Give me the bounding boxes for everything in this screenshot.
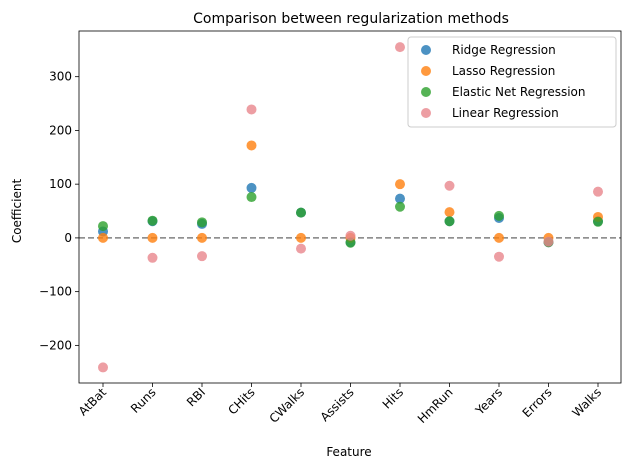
data-point-lasso-regression xyxy=(296,232,306,243)
x-tick-label: CHits xyxy=(225,385,257,417)
data-point-linear-regression xyxy=(296,243,306,254)
x-tick-label: Assists xyxy=(318,385,357,424)
legend-label: Elastic Net Regression xyxy=(452,85,586,99)
x-axis-label: Feature xyxy=(326,445,371,459)
data-point-linear-regression xyxy=(246,104,257,115)
legend-marker xyxy=(421,66,431,76)
data-point-elastic-net-regression xyxy=(197,217,207,228)
data-point-elastic-net-regression xyxy=(246,192,257,203)
data-point-elastic-net-regression xyxy=(296,207,306,218)
y-tick-label: −100 xyxy=(39,285,72,299)
legend-marker xyxy=(421,87,431,97)
data-point-linear-regression xyxy=(197,251,207,262)
x-tick-label: Runs xyxy=(128,385,159,416)
x-axis: AtBat Runs RBI CHits CWalks Assists Hits HmRun Y… xyxy=(76,383,604,426)
data-point-lasso-regression xyxy=(395,179,405,190)
data-point-linear-regression xyxy=(494,251,504,262)
data-point-linear-regression xyxy=(147,252,158,263)
plot-frame xyxy=(78,30,622,384)
data-point-lasso-regression xyxy=(444,207,455,218)
y-tick-label: 200 xyxy=(49,123,72,137)
x-tick-label: Hits xyxy=(380,385,406,411)
x-tick-label: HmRun xyxy=(415,385,456,426)
data-point-elastic-net-regression xyxy=(147,215,158,226)
plot-area xyxy=(78,30,622,384)
x-tick-label: CWalks xyxy=(267,385,308,426)
data-point-lasso-regression xyxy=(197,232,207,243)
data-point-linear-regression xyxy=(593,186,603,197)
data-point-lasso-regression xyxy=(494,232,504,243)
data-point-lasso-regression xyxy=(246,140,257,151)
data-point-linear-regression xyxy=(395,42,405,53)
legend-label: Lasso Regression xyxy=(452,64,555,78)
legend-marker xyxy=(421,45,431,55)
y-tick-label: 300 xyxy=(49,70,72,84)
data-point-linear-regression xyxy=(345,230,356,241)
data-point-linear-regression xyxy=(543,236,554,247)
legend-label: Ridge Regression xyxy=(452,43,556,57)
data-point-elastic-net-regression xyxy=(345,237,356,248)
data-point-elastic-net-regression xyxy=(98,221,108,232)
x-tick-label: AtBat xyxy=(76,385,109,418)
data-point-lasso-regression xyxy=(98,232,108,243)
y-axis-label: Coefficient xyxy=(10,179,24,244)
x-tick-label: Errors xyxy=(520,385,555,420)
x-tick-label: Years xyxy=(472,385,505,418)
y-tick-label: 0 xyxy=(64,231,72,245)
legend: Ridge Regression Lasso Regression Elastic … xyxy=(407,36,617,128)
data-point-elastic-net-regression xyxy=(395,201,405,212)
data-point-elastic-net-regression xyxy=(444,216,455,227)
x-tick-label: Walks xyxy=(569,385,604,420)
legend-box xyxy=(407,36,617,128)
data-point-ridge-regression xyxy=(246,182,257,193)
data-point-linear-regression xyxy=(444,180,455,191)
chart-title: Comparison between regularization method… xyxy=(193,11,509,27)
legend-marker xyxy=(421,108,431,118)
y-tick-label: −200 xyxy=(39,338,72,352)
y-axis: −200 −100 0 100 200 300 xyxy=(39,70,79,352)
y-tick-label: 100 xyxy=(49,177,72,191)
data-point-lasso-regression xyxy=(147,232,158,243)
legend-label: Linear Regression xyxy=(452,106,559,120)
data-point-elastic-net-regression xyxy=(494,210,504,221)
data-point-elastic-net-regression xyxy=(593,216,603,227)
x-tick-label: RBI xyxy=(184,385,208,409)
data-point-ridge-regression xyxy=(395,193,405,204)
data-point-linear-regression xyxy=(98,362,108,373)
